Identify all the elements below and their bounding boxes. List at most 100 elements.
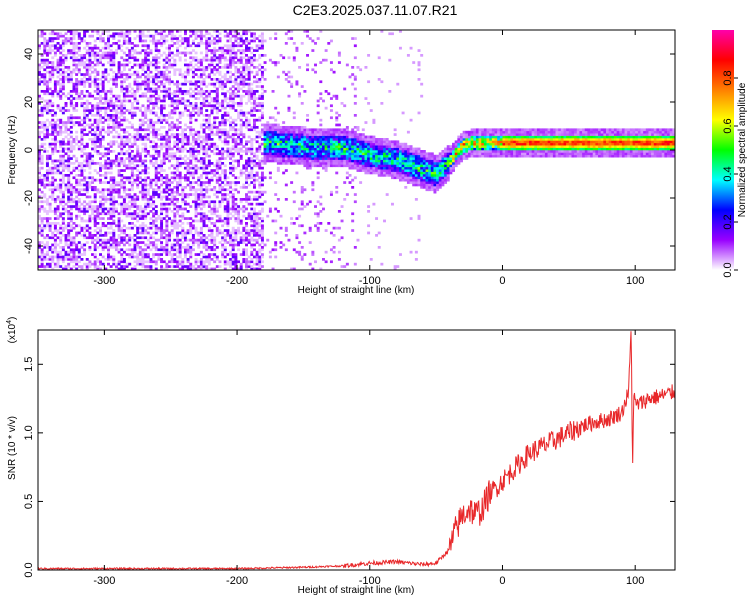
heatmap-cell [88,42,92,45]
heatmap-cell [146,238,150,242]
heatmap-cell [207,102,211,105]
heatmap-cell [157,238,161,242]
heatmap-cell [109,231,113,235]
heatmap-cell [226,219,230,223]
heatmap-cell [125,205,129,208]
heatmap-cell [69,162,73,165]
heatmap-cell [43,63,47,67]
heatmap-cell [117,181,121,184]
heatmap-cell [67,212,71,216]
heatmap-cell [258,133,262,136]
heatmap-cell [120,142,124,146]
heatmap-cell [133,30,137,33]
heatmap-cell [77,140,81,144]
heatmap-cell [215,70,219,74]
heatmap-cell [117,262,121,266]
heatmap-cell [170,246,174,249]
heatmap-cell [88,126,92,129]
heatmap-cell [69,186,73,189]
heatmap-cell [263,68,267,72]
heatmap-cell [266,130,270,134]
heatmap-cell [207,42,211,45]
heatmap-cell [168,44,171,48]
heatmap-cell [77,190,81,194]
heatmap-cell [234,70,238,74]
heatmap-cell [141,32,145,36]
heatmap-cell [176,198,179,201]
heatmap-cell [107,128,110,132]
heatmap-cell [149,70,153,74]
heatmap-cell [114,188,118,192]
heatmap-cell [181,157,185,160]
heatmap-cell [109,224,113,228]
heatmap-cell [218,188,222,192]
heatmap-cell [96,51,100,55]
heatmap-cell [165,234,169,237]
heatmap-cell [101,46,105,50]
heatmap-cell [120,87,124,91]
heatmap-cell [247,198,251,201]
heatmap-cell [88,265,92,268]
heatmap-cell [268,147,272,151]
heatmap-cell [191,49,195,52]
heatmap-cell [276,140,280,144]
heatmap-cell [165,198,169,201]
heatmap-cell [69,195,73,199]
heatmap-cell [231,174,235,177]
heatmap-cell [199,126,203,129]
heatmap-cell [252,114,256,117]
heatmap-cell [130,102,134,105]
heatmap-cell [157,145,161,148]
heatmap-cell [165,73,169,76]
heatmap-cell [207,128,211,132]
heatmap-cell [176,260,179,264]
heatmap-cell [133,164,137,168]
heatmap-cell [154,181,158,184]
heatmap-cell [168,260,171,264]
heatmap-cell [107,114,110,117]
heatmap-cell [176,90,179,93]
heatmap-cell [99,262,102,266]
heatmap-cell [223,73,227,76]
heatmap-cell [125,39,129,43]
heatmap-cell [67,176,71,180]
heatmap-cell [146,193,150,196]
heatmap-cell [260,183,264,187]
heatmap-cell [67,75,71,79]
heatmap-cell [252,186,256,189]
heatmap-cell [292,190,296,194]
heatmap-cell [152,193,156,196]
heatmap-cell [154,169,158,172]
heatmap-cell [93,198,97,201]
heatmap-cell [258,56,262,60]
heatmap-cell [69,250,73,254]
heatmap-cell [186,217,190,220]
heatmap-cell [146,126,150,129]
heatmap-cell [77,205,81,208]
heatmap-cell [96,246,100,249]
heatmap-cell [117,159,121,163]
heatmap-cell [144,190,148,194]
heatmap-cell [168,32,171,36]
heatmap-cell [144,109,148,112]
heatmap-cell [258,222,262,225]
heatmap-cell [85,188,89,192]
heatmap-cell [109,198,113,201]
heatmap-cell [128,111,132,115]
heatmap-cell [210,200,214,204]
heatmap-cell [157,255,161,259]
heatmap-cell [205,56,209,60]
heatmap-cell [247,176,251,180]
heatmap-cell [223,183,227,187]
heatmap-cell [252,39,256,43]
heatmap-cell [77,198,81,201]
heatmap-cell [69,258,73,261]
heatmap-cell [72,166,76,170]
heatmap-cell [266,150,270,153]
heatmap-cell [75,166,79,170]
heatmap-cell [72,248,76,252]
heatmap-cell [99,229,102,232]
heatmap-cell [96,61,100,64]
heatmap-cell [69,147,73,151]
heatmap-cell [266,126,270,129]
